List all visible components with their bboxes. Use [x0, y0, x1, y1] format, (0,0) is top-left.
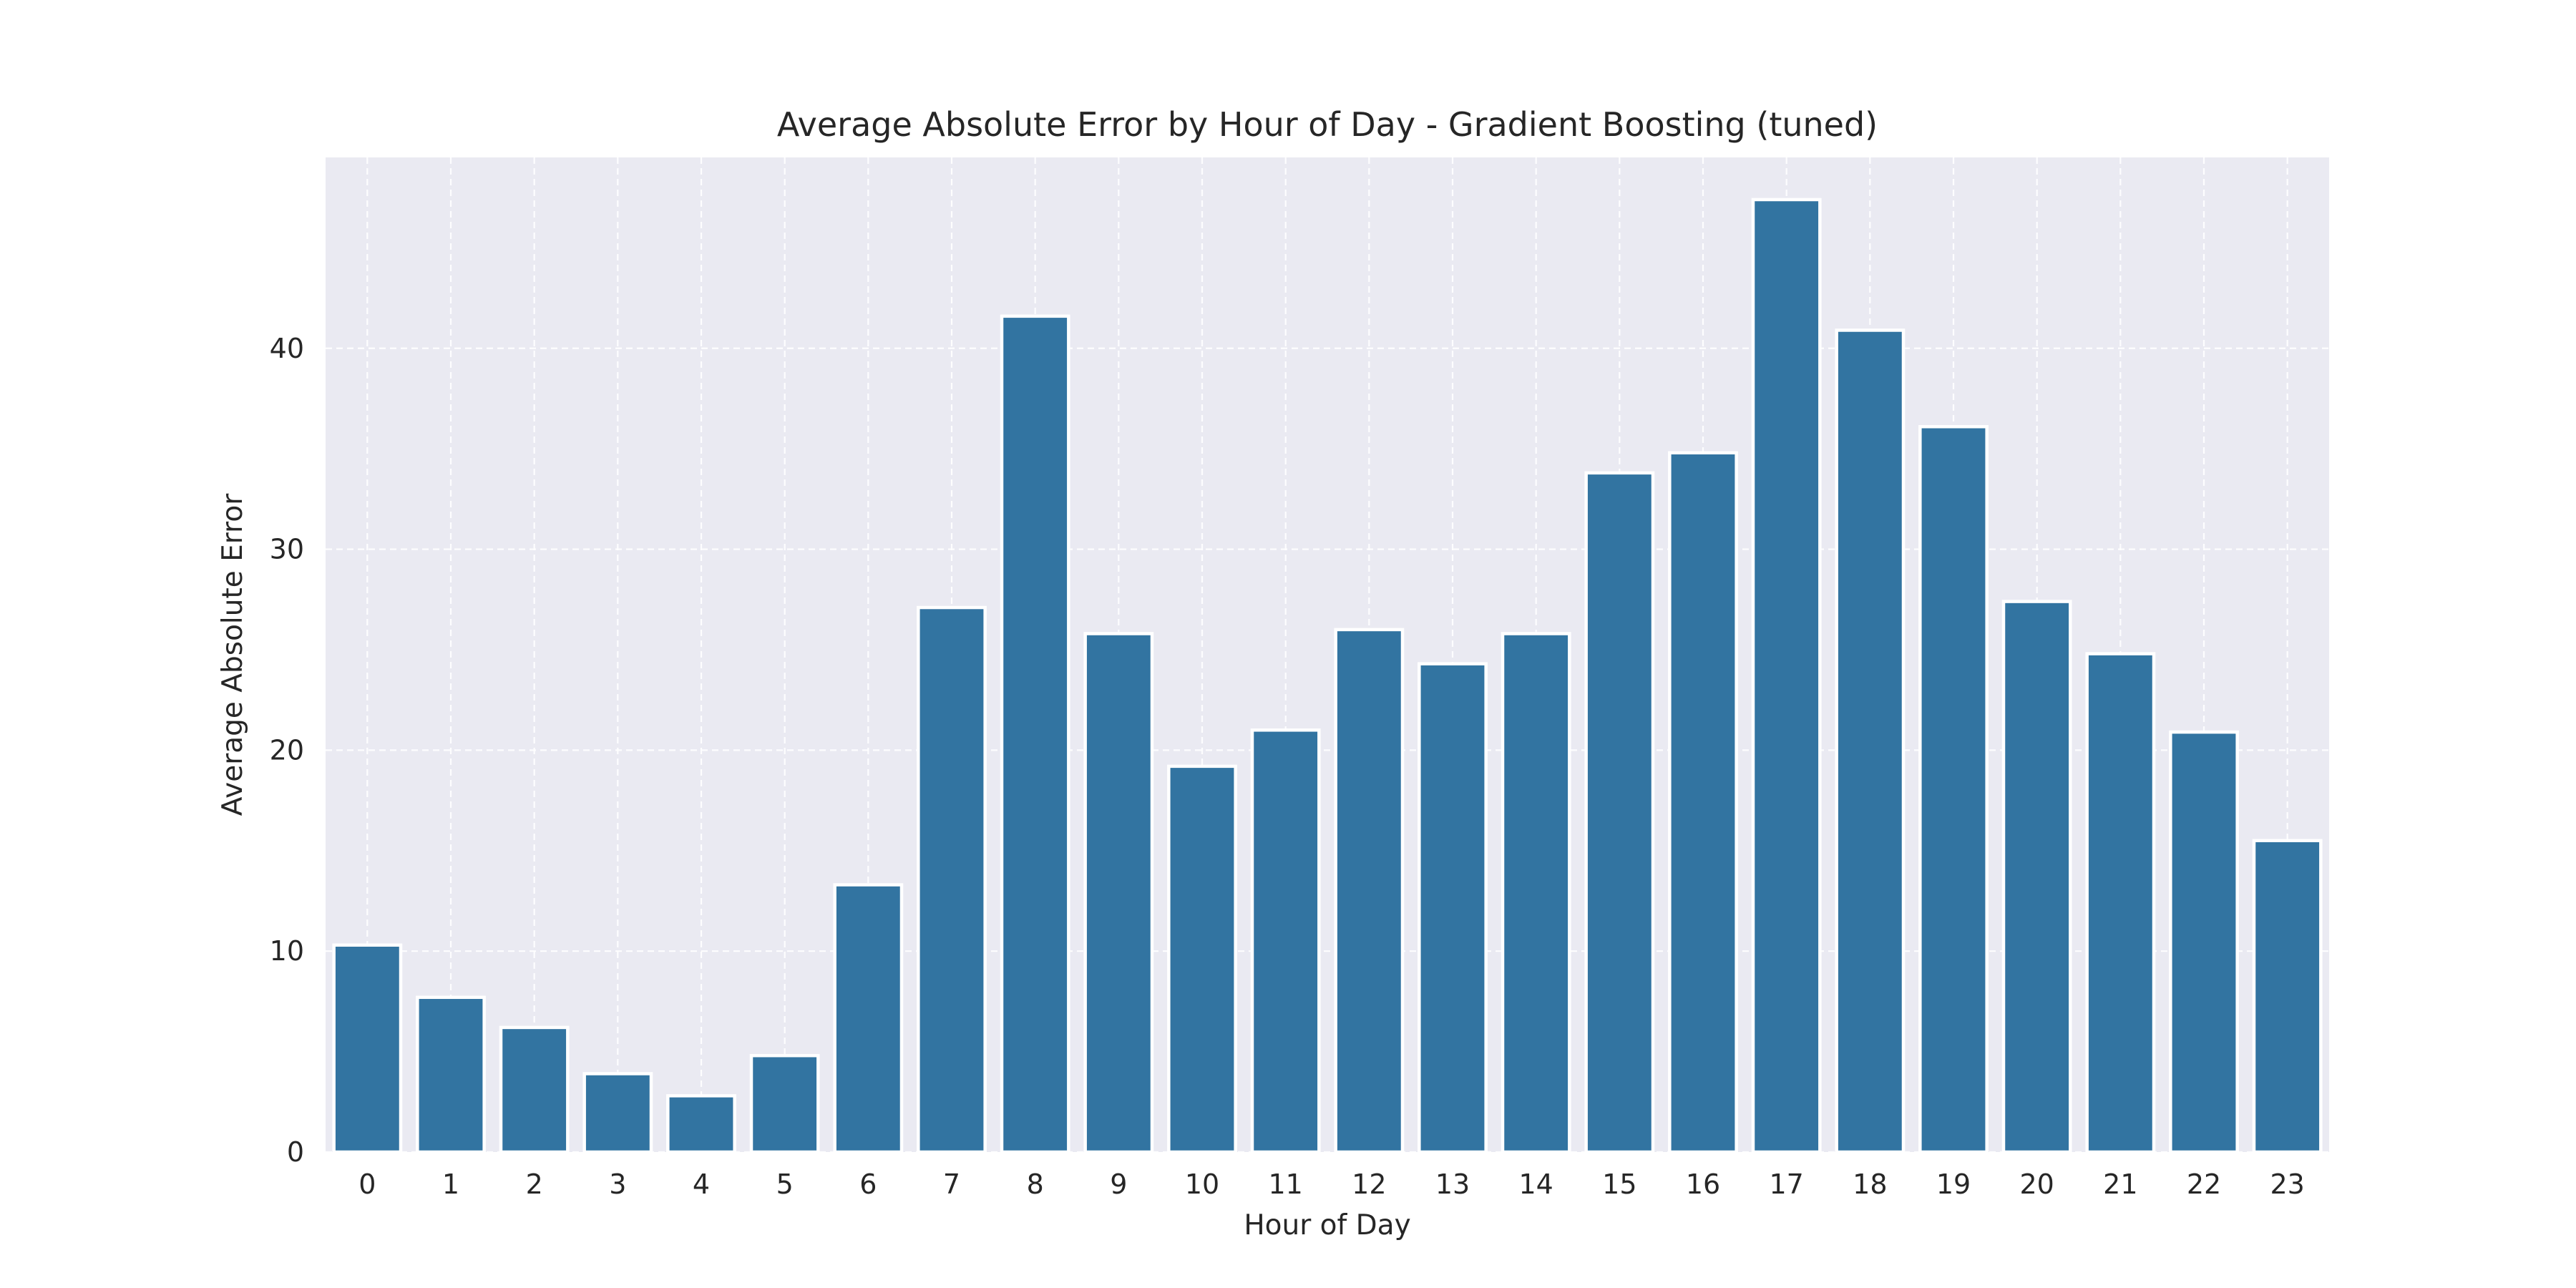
x-tick-label-17: 17 — [1769, 1169, 1803, 1200]
x-axis-label: Hour of Day — [1244, 1209, 1410, 1241]
bar-hour-18 — [1835, 328, 1906, 1154]
bar-hour-5 — [749, 1053, 820, 1154]
x-tick-label-7: 7 — [943, 1169, 960, 1200]
x-tick-label-9: 9 — [1110, 1169, 1127, 1200]
y-tick-labels: 0 10 20 30 40 — [270, 333, 304, 1168]
x-tick-label-16: 16 — [1686, 1169, 1720, 1200]
bar-hour-0 — [332, 943, 403, 1154]
x-tick-label-11: 11 — [1268, 1169, 1302, 1200]
bar-hour-1 — [416, 995, 486, 1154]
x-tick-label-8: 8 — [1027, 1169, 1044, 1200]
x-tick-label-0: 0 — [358, 1169, 376, 1200]
x-tick-label-19: 19 — [1936, 1169, 1971, 1200]
x-tick-label-1: 1 — [442, 1169, 459, 1200]
bar-hour-6 — [833, 883, 904, 1154]
bar-hour-8 — [1000, 314, 1070, 1154]
bar-hour-9 — [1083, 632, 1154, 1154]
bars — [332, 197, 2323, 1154]
x-tick-label-5: 5 — [776, 1169, 794, 1200]
bar-hour-4 — [666, 1094, 736, 1154]
x-tick-label-10: 10 — [1185, 1169, 1219, 1200]
y-tick-label-40: 40 — [270, 333, 304, 364]
bar-hour-17 — [1751, 197, 1822, 1154]
bar-hour-11 — [1250, 728, 1321, 1154]
bar-hour-16 — [1668, 451, 1738, 1154]
x-tick-label-21: 21 — [2103, 1169, 2137, 1200]
y-tick-label-0: 0 — [287, 1136, 304, 1168]
x-tick-label-18: 18 — [1853, 1169, 1887, 1200]
x-tick-label-13: 13 — [1435, 1169, 1470, 1200]
bar-hour-23 — [2252, 839, 2323, 1154]
y-axis-label: Average Absolute Error — [217, 493, 249, 816]
y-tick-label-30: 30 — [270, 534, 304, 565]
bar-hour-7 — [917, 605, 987, 1154]
x-tick-label-3: 3 — [609, 1169, 626, 1200]
y-tick-label-10: 10 — [270, 935, 304, 967]
x-tick-label-22: 22 — [2187, 1169, 2221, 1200]
plot-area — [326, 157, 2329, 1152]
x-tick-labels: 0 1 2 3 4 5 6 7 8 9 10 11 12 13 14 15 16 17 18 19 20 21 22 23 — [358, 1169, 2305, 1200]
y-tick-label-20: 20 — [270, 734, 304, 766]
bar-hour-15 — [1584, 471, 1655, 1154]
x-tick-label-12: 12 — [1352, 1169, 1386, 1200]
x-tick-label-23: 23 — [2270, 1169, 2304, 1200]
bar-hour-12 — [1334, 628, 1405, 1154]
x-tick-label-14: 14 — [1518, 1169, 1553, 1200]
bar-hour-22 — [2169, 730, 2239, 1154]
x-tick-label-15: 15 — [1602, 1169, 1636, 1200]
x-tick-label-20: 20 — [2019, 1169, 2054, 1200]
bar-hour-2 — [499, 1025, 570, 1154]
x-tick-label-4: 4 — [693, 1169, 710, 1200]
bar-hour-10 — [1167, 764, 1237, 1154]
bar-hour-19 — [1918, 425, 1989, 1154]
bar-hour-20 — [2001, 600, 2072, 1154]
bar-hour-14 — [1501, 632, 1571, 1154]
x-tick-label-2: 2 — [526, 1169, 543, 1200]
chart-title: Average Absolute Error by Hour of Day - … — [777, 105, 1878, 144]
x-tick-label-6: 6 — [859, 1169, 877, 1200]
bar-hour-21 — [2085, 652, 2156, 1154]
bar-hour-3 — [582, 1072, 653, 1154]
bar-hour-13 — [1418, 662, 1488, 1154]
